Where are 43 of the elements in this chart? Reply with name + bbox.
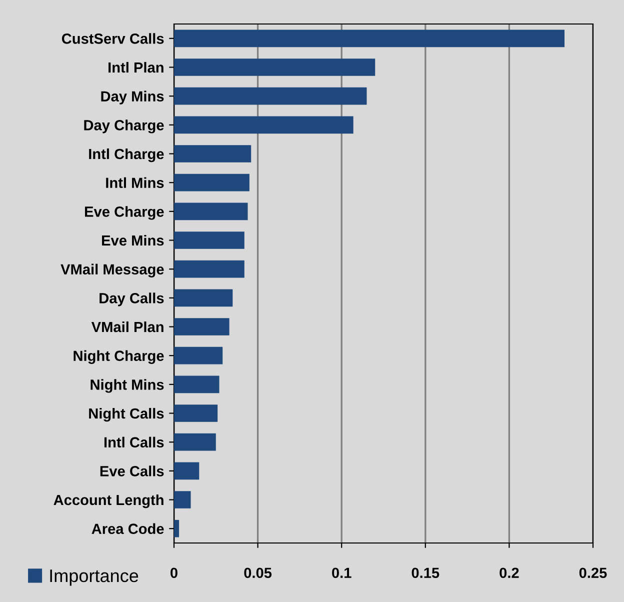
bar bbox=[174, 520, 180, 538]
bar bbox=[174, 202, 248, 220]
y-tick-label: Intl Plan bbox=[108, 62, 164, 73]
y-tick-label: VMail Message bbox=[60, 264, 164, 278]
y-tick-label: Day Mins bbox=[101, 90, 164, 104]
bar bbox=[174, 318, 230, 336]
bar bbox=[174, 87, 367, 105]
y-tick-label: Day Charge bbox=[84, 120, 164, 134]
bar bbox=[174, 376, 220, 394]
y-tick-label: Night Mins bbox=[90, 379, 164, 393]
bar bbox=[174, 433, 216, 451]
y-tick-label: VMail Plan bbox=[91, 321, 164, 332]
legend-label: Importance bbox=[50, 570, 138, 586]
bar bbox=[174, 174, 250, 192]
x-tick-label: 0.25 bbox=[579, 568, 607, 578]
bar bbox=[174, 346, 223, 364]
bar bbox=[174, 404, 218, 422]
bar bbox=[174, 260, 244, 278]
x-tick-label: 0.05 bbox=[244, 568, 272, 578]
x-tick-label: 0 bbox=[170, 568, 178, 578]
bar bbox=[174, 491, 191, 508]
y-tick-label: Eve Charge bbox=[85, 206, 164, 220]
bar bbox=[174, 145, 252, 162]
y-tick-label: Account Length bbox=[54, 494, 164, 508]
y-tick-label: Night Charge bbox=[74, 350, 164, 364]
y-tick-label: Area Code bbox=[92, 523, 164, 534]
bar bbox=[174, 289, 233, 307]
bar bbox=[174, 462, 200, 480]
y-tick-label: Day Calls bbox=[100, 292, 164, 306]
x-tick-label: 0.1 bbox=[332, 568, 352, 578]
bar bbox=[174, 232, 244, 249]
bar bbox=[174, 30, 565, 48]
y-tick-label: Night Calls bbox=[89, 408, 164, 422]
y-tick-label: Intl Calls bbox=[104, 436, 164, 448]
bar bbox=[174, 116, 354, 134]
x-tick-label: 0.2 bbox=[500, 568, 519, 578]
y-tick-label: Intl Mins bbox=[106, 177, 164, 188]
y-tick-label: Eve Mins bbox=[102, 234, 164, 246]
y-tick-label: CustServ Calls bbox=[62, 33, 164, 44]
bar bbox=[174, 58, 376, 76]
y-tick-label: Eve Calls bbox=[100, 466, 164, 476]
x-tick-label: 0.15 bbox=[412, 568, 440, 578]
y-tick-label: Intl Charge bbox=[89, 148, 164, 162]
